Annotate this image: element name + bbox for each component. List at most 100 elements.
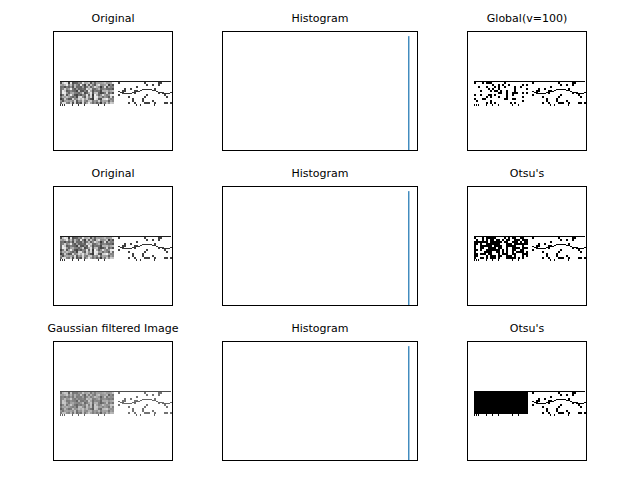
image-pixel	[98, 410, 100, 412]
image-pixel	[500, 398, 502, 400]
image-pixel	[574, 92, 576, 93]
image-pixel	[104, 251, 106, 253]
image-pixel	[506, 400, 508, 402]
image-pixel	[70, 255, 72, 257]
image-pixel	[144, 412, 146, 414]
image-pixel	[64, 237, 66, 239]
image-pixel	[576, 402, 578, 404]
image-pixel	[486, 96, 488, 98]
image	[60, 236, 172, 261]
image-pixel	[566, 90, 568, 91]
image-pixel	[112, 412, 114, 414]
image-pixel	[100, 398, 102, 400]
image-pixel	[106, 392, 108, 394]
image-pixel	[560, 249, 562, 251]
image-pixel	[100, 243, 102, 245]
image-pixel	[478, 396, 480, 398]
image-pixel	[108, 239, 110, 241]
image-pixel	[518, 404, 520, 406]
image-pixel	[480, 398, 482, 400]
image-pixel	[504, 400, 506, 402]
image-pixel	[96, 96, 98, 98]
image-pixel	[546, 408, 548, 410]
image-pixel	[134, 245, 136, 247]
image-pixel	[166, 102, 168, 104]
image-pixel	[110, 247, 112, 249]
image-pixel	[514, 400, 516, 402]
image-pixel	[78, 404, 80, 406]
image-pixel	[88, 239, 90, 241]
image-pixel	[522, 84, 524, 86]
background	[0, 0, 640, 480]
image-pixel	[478, 86, 480, 88]
image-pixel	[154, 104, 155, 106]
image-pixel	[154, 398, 156, 400]
image-pixel	[492, 247, 494, 249]
image-pixel	[552, 401, 554, 402]
image-pixel	[80, 84, 82, 86]
image-pixel	[64, 394, 66, 396]
image-pixel	[518, 247, 520, 249]
image-pixel	[560, 84, 562, 86]
image-pixel	[144, 237, 146, 239]
image-pixel	[512, 247, 514, 249]
image-pixel	[72, 249, 74, 251]
image-pixel	[82, 90, 84, 92]
image-pixel	[94, 404, 96, 406]
image-pixel	[62, 408, 64, 410]
image-pixel	[76, 249, 78, 251]
image-pixel	[498, 249, 500, 251]
image-pixel	[134, 92, 136, 93]
image-pixel	[130, 243, 132, 245]
image-pixel	[112, 98, 114, 100]
image-pixel	[90, 100, 92, 102]
image-pixel	[86, 402, 88, 404]
image-pixel	[82, 251, 84, 253]
image-pixel	[98, 243, 100, 245]
image-pixel	[68, 406, 70, 408]
image-pixel	[562, 244, 564, 245]
image-pixel	[476, 392, 478, 394]
image-pixel	[68, 249, 70, 251]
image-pixel	[548, 90, 550, 92]
image-pixel	[72, 84, 74, 86]
image-pixel	[98, 88, 100, 90]
image-pixel	[72, 410, 74, 412]
image-pixel	[480, 243, 482, 245]
image-pixel	[142, 410, 144, 412]
image-pixel	[80, 398, 82, 400]
image-pixel	[64, 104, 65, 106]
image-pixel	[88, 255, 90, 257]
image-pixel	[90, 392, 92, 394]
image-pixel	[108, 96, 110, 98]
image-pixel	[60, 92, 62, 94]
image-pixel	[94, 243, 96, 245]
image-pixel	[512, 402, 514, 404]
image-pixel	[142, 255, 144, 257]
image-pixel	[106, 90, 108, 92]
image-pixel	[522, 257, 524, 259]
image-pixel	[102, 102, 104, 104]
image-pixel	[550, 401, 552, 402]
image-pixel	[130, 88, 132, 90]
image-pixel	[506, 396, 508, 398]
histogram-bar	[408, 347, 410, 461]
image-pixel	[516, 410, 518, 412]
image-pixel	[100, 253, 102, 255]
image-pixel	[548, 402, 550, 403]
image-pixel	[100, 88, 102, 90]
image-pixel	[68, 392, 70, 394]
image-pixel	[166, 248, 168, 249]
image-pixel	[144, 399, 146, 400]
image-pixel	[584, 257, 586, 259]
image-pixel	[70, 396, 72, 398]
image-pixel	[516, 398, 518, 400]
image-pixel	[538, 400, 540, 402]
image-pixel	[132, 255, 134, 257]
image-pixel	[102, 412, 104, 414]
image-pixel	[112, 396, 114, 398]
axes-frame	[223, 32, 418, 151]
image-pixel	[96, 400, 98, 402]
image-pixel	[154, 245, 156, 246]
image-pixel	[536, 245, 538, 247]
